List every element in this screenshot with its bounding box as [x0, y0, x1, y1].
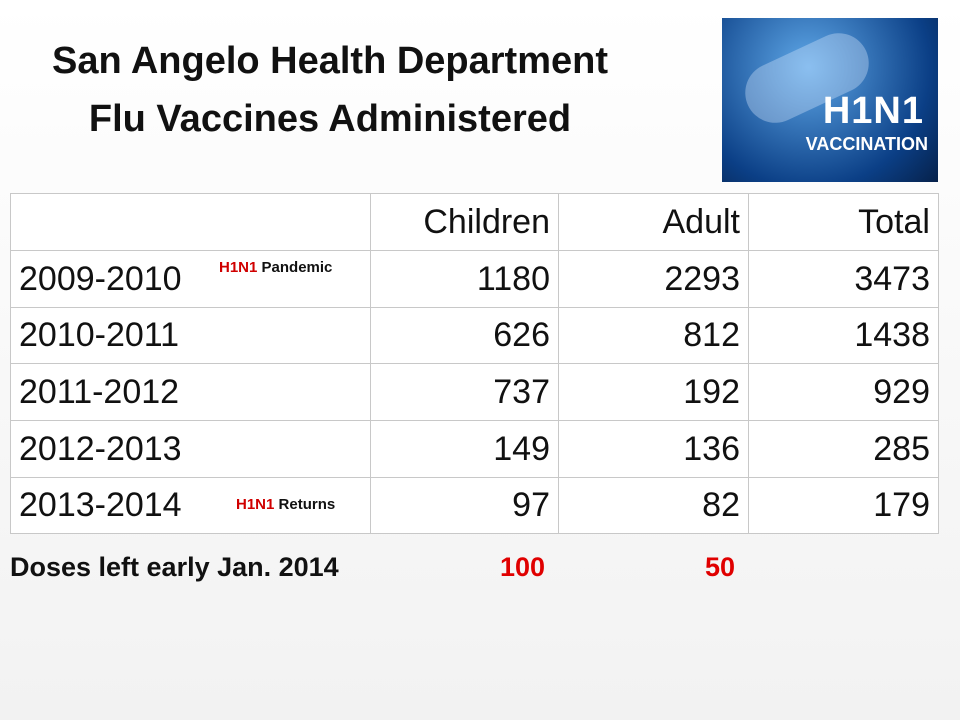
- note: H1N1 Pandemic: [219, 259, 332, 276]
- note: H1N1 Returns: [236, 496, 335, 513]
- value-cell: 812: [558, 307, 749, 364]
- note-strong: H1N1: [236, 496, 275, 513]
- title-line: San Angelo Health Department: [51, 40, 608, 82]
- footer-label: Doses left early Jan. 2014: [10, 552, 339, 582]
- season-cell: 2013-2014 H1N1 Returns: [10, 477, 371, 534]
- value-cell: 136: [558, 420, 749, 478]
- header-cell: Total: [748, 193, 939, 251]
- note-text: Returns: [278, 496, 336, 513]
- image-text: H1N1: [822, 90, 924, 132]
- value-cell: 929: [748, 363, 939, 421]
- season: 2010-2011: [19, 316, 180, 354]
- value-cell: 192: [558, 363, 749, 421]
- value-cell: 82: [558, 477, 749, 534]
- value-cell: 3473: [748, 250, 939, 308]
- season-cell: 2011-2012: [10, 363, 371, 421]
- season: 2009-2010: [19, 259, 182, 298]
- season-cell: 2009-2010 H1N1 Pandemic: [10, 250, 371, 308]
- value-cell: 1180: [370, 250, 559, 308]
- value-cell: 2293: [558, 250, 749, 308]
- header-cell: Children: [370, 193, 559, 251]
- value-cell: 737: [370, 363, 559, 421]
- footer-value: 50: [704, 552, 735, 582]
- footer-value: 100: [499, 552, 545, 582]
- season: 2011-2012: [19, 372, 180, 411]
- note-strong: H1N1: [219, 259, 258, 276]
- title-line: Flu Vaccines Administered: [88, 98, 572, 140]
- value-cell: 149: [370, 420, 559, 478]
- value-cell: 179: [748, 477, 939, 534]
- value-cell: 285: [748, 420, 939, 478]
- value-cell: 1438: [748, 307, 939, 364]
- season-cell: 2010-2011: [10, 307, 371, 364]
- header-cell: Adult: [558, 193, 749, 251]
- note-text: Pandemic: [261, 259, 333, 276]
- value-cell: 626: [370, 307, 559, 364]
- header-cell: [10, 193, 371, 251]
- h1n1-image: H1N1 VACCINATION: [722, 18, 938, 182]
- image-text: VACCINATION: [805, 134, 928, 154]
- season: 2013-2014: [19, 486, 182, 524]
- value-cell: 97: [370, 477, 559, 534]
- season: 2012-2013: [19, 429, 182, 468]
- season-cell: 2012-2013: [10, 420, 371, 478]
